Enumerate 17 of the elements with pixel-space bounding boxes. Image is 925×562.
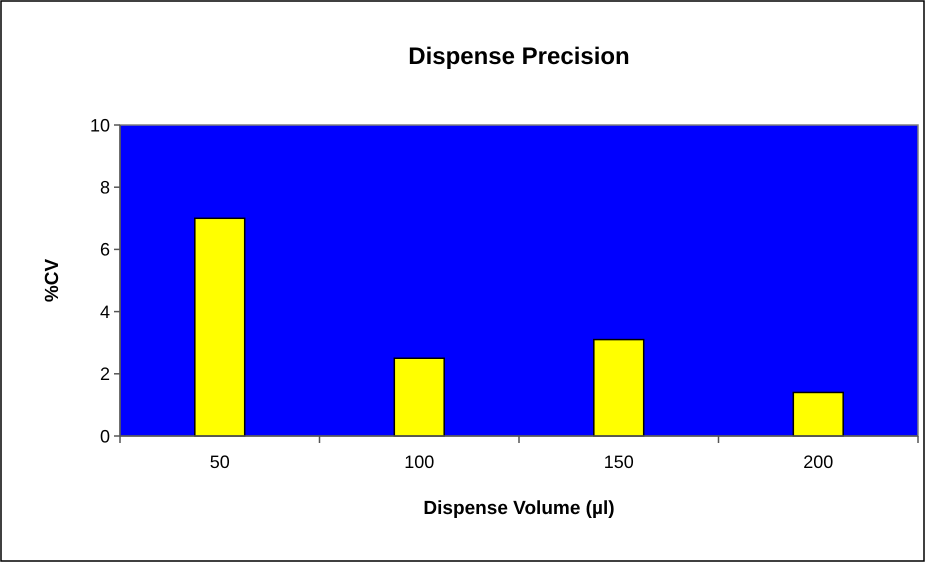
y-tick-label: 6 <box>100 240 110 260</box>
bar <box>394 358 445 437</box>
bar <box>194 218 246 437</box>
y-tick-label: 8 <box>100 178 110 198</box>
y-axis-title: %CV <box>42 258 63 302</box>
x-tick-label: 50 <box>210 452 230 472</box>
chart-title: Dispense Precision <box>408 43 630 70</box>
x-axis-title: Dispense Volume (µl) <box>423 498 615 519</box>
y-tick-label: 2 <box>100 364 110 384</box>
y-tick-label: 0 <box>100 426 110 446</box>
y-tick-label: 10 <box>90 115 110 136</box>
bar <box>792 392 844 437</box>
x-tick-label: 150 <box>604 452 634 472</box>
y-tick-label: 4 <box>100 302 110 322</box>
x-tick-label: 100 <box>404 452 434 472</box>
bar <box>593 338 644 437</box>
x-tick-label: 200 <box>803 452 834 472</box>
